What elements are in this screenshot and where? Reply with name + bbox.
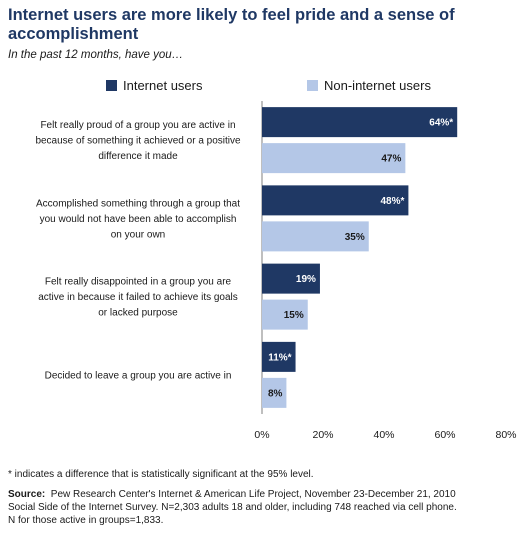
bar-non-internet-users — [262, 377, 287, 408]
category-label: on your own — [111, 229, 165, 240]
legend-swatch-internet — [106, 79, 117, 91]
category-label: difference it made — [98, 151, 178, 162]
bar-internet-users — [262, 263, 320, 294]
bar-non-internet-users — [262, 221, 369, 252]
legend-label-internet: Internet users — [123, 77, 203, 93]
chart-subtitle: In the past 12 months, have you… — [8, 49, 184, 61]
bar-non-internet-users — [262, 299, 308, 330]
source-note: Source: Pew Research Center's Internet &… — [8, 488, 520, 527]
category-label: you would not have been able to accompli… — [40, 214, 237, 225]
bar-non-internet-users — [262, 143, 406, 174]
x-tick-label: 0% — [254, 429, 269, 441]
category-label: Accomplished something through a group t… — [36, 198, 240, 209]
x-tick-label: 80% — [495, 429, 516, 441]
category-label: Decided to leave a group you are active … — [45, 370, 232, 381]
source-line-3: N for those active in groups=1,833. — [8, 515, 164, 526]
legend-non-internet-users: Non-internet users — [307, 77, 431, 93]
bar-data-label: 8% — [268, 388, 283, 399]
category-label: Felt really disappointed in a group you … — [45, 277, 232, 288]
source-label: Source: — [8, 489, 46, 500]
bar-data-label: 48%* — [380, 196, 404, 207]
bar-internet-users — [262, 185, 409, 216]
bar-internet-users — [262, 107, 458, 138]
bar-data-label: 15% — [284, 310, 304, 321]
x-tick-label: 40% — [373, 429, 394, 441]
footnote: * indicates a difference that is statist… — [8, 469, 314, 480]
bar-data-label: 47% — [381, 154, 401, 165]
bar-internet-users — [262, 341, 296, 372]
bar-data-label: 64%* — [429, 118, 453, 129]
category-label: active in because it failed to achieve i… — [38, 292, 238, 303]
category-label: Felt really proud of a group you are act… — [40, 120, 235, 131]
bar-data-label: 35% — [345, 232, 365, 243]
category-label: because of something it achieved or a po… — [35, 136, 241, 147]
chart-title: Internet users are more likely to feel p… — [8, 6, 455, 43]
x-tick-label: 20% — [312, 429, 333, 441]
legend-label-non-internet: Non-internet users — [324, 77, 431, 93]
source-line-1: Pew Research Center's Internet & America… — [50, 489, 456, 500]
legend-swatch-non-internet — [307, 79, 318, 91]
legend-internet-users: Internet users — [106, 77, 203, 93]
category-label: or lacked purpose — [98, 308, 178, 319]
bar-chart: 0% 20% 40% 60% 80% Felt really proud of a gro… — [35, 101, 517, 441]
bar-data-label: 11%* — [268, 352, 291, 363]
x-tick-label: 60% — [434, 429, 455, 441]
source-line-2: Social Side of the Internet Survey. N=2,… — [8, 502, 457, 513]
bar-data-label: 19% — [296, 274, 316, 285]
